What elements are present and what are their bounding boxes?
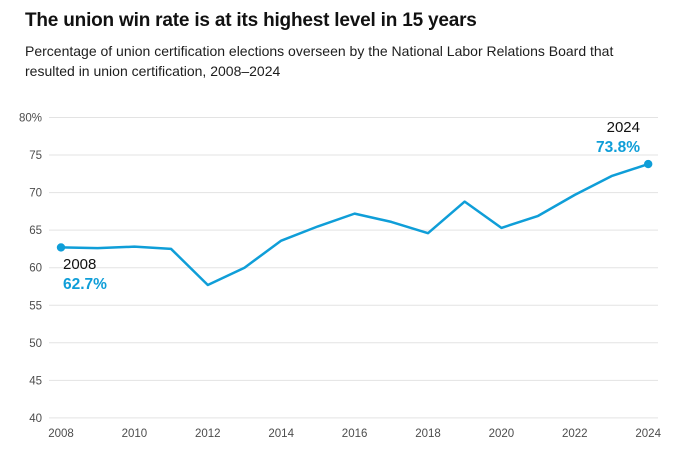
y-axis-tick-45: 45 — [29, 375, 42, 387]
y-axis-tick-40: 40 — [29, 413, 42, 425]
y-axis-tick-80: 80% — [19, 113, 42, 125]
y-axis-tick-60: 60 — [29, 263, 42, 275]
annotation-start-point: 2008 62.7% — [63, 256, 107, 294]
x-axis-tick-2012: 2012 — [195, 428, 221, 440]
end-point-marker — [644, 159, 653, 169]
x-axis-tick-2016: 2016 — [342, 428, 368, 440]
x-axis-tick-2014: 2014 — [268, 428, 294, 440]
x-axis-tick-2008: 2008 — [48, 428, 74, 440]
chart-header: The union win rate is at its highest lev… — [0, 0, 700, 82]
y-axis-tick-75: 75 — [29, 150, 42, 162]
y-axis-tick-65: 65 — [29, 225, 42, 237]
y-axis-tick-70: 70 — [29, 188, 42, 200]
annotation-start-year: 2008 — [63, 256, 97, 273]
union-win-rate-line-chart: 40 45 50 55 60 65 70 75 80% 2008 2010 2012 2014 2016 2… — [19, 113, 662, 441]
chart-title: The union win rate is at its highest lev… — [25, 10, 477, 31]
annotation-end-point: 2024 73.8% — [596, 119, 640, 157]
chart-subtitle: Percentage of union certification electi… — [25, 43, 614, 80]
y-axis-tick-55: 55 — [29, 300, 42, 312]
x-axis-tick-2020: 2020 — [489, 428, 515, 440]
win-rate-line — [59, 162, 650, 287]
annotation-end-value: 73.8% — [596, 138, 640, 156]
annotation-start-value: 62.7% — [63, 275, 107, 293]
annotation-end-year: 2024 — [606, 119, 640, 136]
x-axis-tick-2018: 2018 — [415, 428, 441, 440]
start-point-marker — [56, 243, 66, 252]
x-axis-tick-2022: 2022 — [562, 428, 588, 440]
chart-area: 40 45 50 55 60 65 70 75 80% 2008 2010 2012 2014 2016 2… — [0, 100, 700, 461]
x-axis-tick-2024: 2024 — [635, 428, 661, 440]
x-axis-tick-2010: 2010 — [122, 428, 148, 440]
y-axis-tick-50: 50 — [29, 338, 42, 350]
